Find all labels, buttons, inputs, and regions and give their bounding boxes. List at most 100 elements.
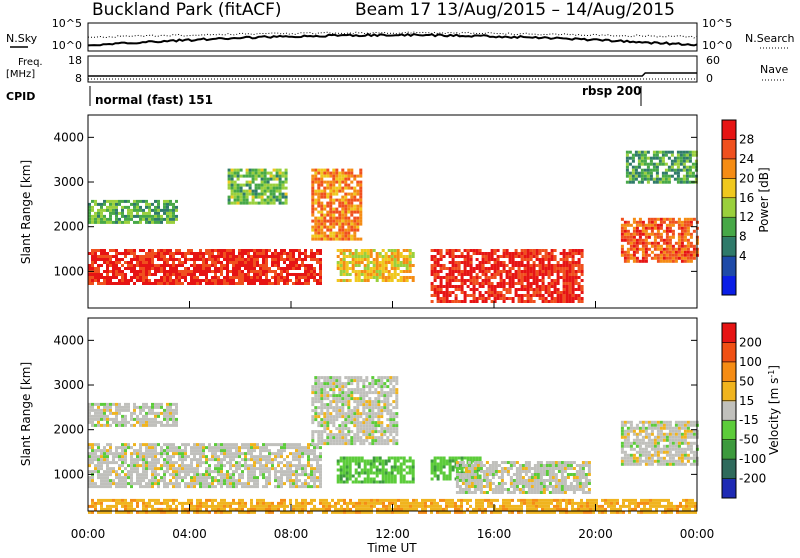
echo-cell <box>148 479 151 482</box>
echo-cell <box>133 424 136 427</box>
echo-cell <box>465 470 468 473</box>
echo-cell <box>130 249 133 252</box>
echo-cell <box>166 467 169 470</box>
echo-cell <box>346 255 349 258</box>
echo-cell <box>343 457 346 460</box>
echo-cell <box>317 181 320 184</box>
echo-cell <box>169 267 172 270</box>
echo-cell <box>340 279 343 282</box>
echo-cell <box>368 415 371 418</box>
echo-cell <box>181 261 184 264</box>
echo-cell <box>545 297 548 300</box>
echo-cell <box>214 449 217 452</box>
echo-cell <box>130 476 133 479</box>
echo-cell <box>106 452 109 455</box>
echo-cell <box>151 261 154 264</box>
echo-cell <box>246 199 249 202</box>
echo-cell <box>181 455 184 458</box>
echo-cell <box>223 249 226 252</box>
echo-cell <box>148 409 151 412</box>
echo-cell <box>145 424 148 427</box>
echo-cell <box>314 415 317 418</box>
echo-cell <box>443 472 446 475</box>
echo-cell <box>629 163 632 166</box>
echo-cell <box>474 476 477 479</box>
echo-cell <box>632 157 635 160</box>
echo-cell <box>455 288 458 291</box>
echo-cell <box>515 255 518 258</box>
echo-cell <box>211 282 214 285</box>
echo-cell <box>672 245 675 248</box>
echo-cell <box>295 279 298 282</box>
echo-cell <box>127 249 130 252</box>
echo-cell <box>214 273 217 276</box>
echo-cell <box>310 276 313 279</box>
echo-cell <box>304 473 307 476</box>
echo-cell <box>106 258 109 261</box>
echo-cell <box>311 211 314 214</box>
echo-cell <box>462 464 465 467</box>
echo-cell <box>344 220 347 223</box>
echo-cell <box>382 273 385 276</box>
echo-cell <box>350 202 353 205</box>
echo-cell <box>473 285 476 288</box>
echo-cell <box>437 469 440 472</box>
echo-cell <box>301 276 304 279</box>
echo-cell <box>344 187 347 190</box>
echo-cell <box>686 175 689 178</box>
echo-cell <box>178 249 181 252</box>
echo-cell <box>238 276 241 279</box>
echo-cell <box>690 251 693 254</box>
echo-cell <box>202 258 205 261</box>
echo-cell <box>332 376 335 379</box>
echo-cell <box>364 258 367 261</box>
echo-cell <box>624 254 627 257</box>
echo-cell <box>343 469 346 472</box>
echo-cell <box>467 294 470 297</box>
echo-cell <box>172 412 175 415</box>
echo-cell <box>459 473 462 476</box>
echo-cell <box>468 476 471 479</box>
echo-cell <box>253 467 256 470</box>
echo-cell <box>671 151 674 154</box>
echo-cell <box>548 273 551 276</box>
echo-cell <box>178 452 181 455</box>
echo-cell <box>653 178 656 181</box>
echo-cell <box>115 270 118 273</box>
echo-cell <box>633 236 636 239</box>
echo-cell <box>335 217 338 220</box>
echo-cell <box>314 178 317 181</box>
echo-cell <box>127 403 130 406</box>
echo-cell <box>365 430 368 433</box>
echo-cell <box>683 163 686 166</box>
echo-cell <box>512 267 515 270</box>
echo-cell <box>681 251 684 254</box>
echo-cell <box>346 469 349 472</box>
echo-cell <box>645 236 648 239</box>
echo-cell <box>163 273 166 276</box>
echo-cell <box>503 297 506 300</box>
echo-cell <box>353 223 356 226</box>
echo-cell <box>349 252 352 255</box>
echo-cell <box>163 212 166 215</box>
echo-cell <box>503 261 506 264</box>
echo-cell <box>332 193 335 196</box>
echo-cell <box>115 406 118 409</box>
echo-cell <box>482 300 485 303</box>
echo-cell <box>298 473 301 476</box>
echo-cell <box>259 276 262 279</box>
echo-cell <box>320 394 323 397</box>
echo-cell <box>280 270 283 273</box>
echo-cell <box>235 270 238 273</box>
echo-cell <box>341 412 344 415</box>
echo-cell <box>533 291 536 294</box>
echo-cell <box>368 430 371 433</box>
echo-cell <box>317 196 320 199</box>
echo-cell <box>97 455 100 458</box>
echo-cell <box>190 264 193 267</box>
echo-cell <box>304 485 307 488</box>
echo-cell <box>319 464 322 467</box>
echo-cell <box>237 190 240 193</box>
echo-cell <box>353 412 356 415</box>
echo-cell <box>320 214 323 217</box>
